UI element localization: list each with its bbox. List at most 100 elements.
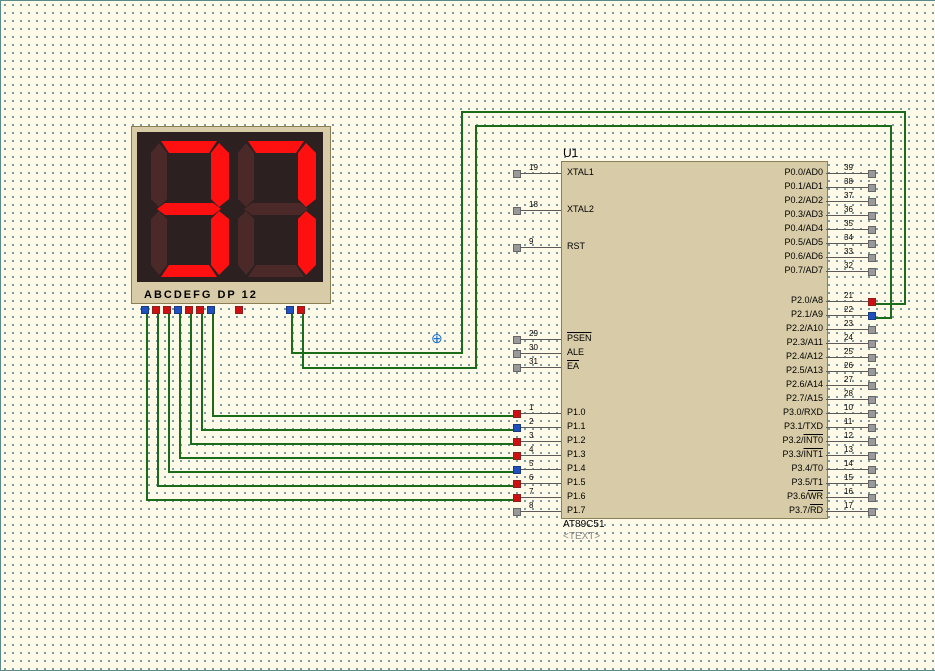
wire-segment (212, 415, 516, 417)
pin-terminal[interactable] (868, 170, 876, 178)
pin-number: 26 (844, 361, 853, 370)
pin-number: 27 (844, 375, 853, 384)
pin-label: P3.7/RD (789, 505, 823, 515)
pin-number: 19 (529, 163, 538, 172)
pin-terminal[interactable] (868, 424, 876, 432)
pin-terminal[interactable] (196, 306, 204, 314)
pin-terminal[interactable] (868, 452, 876, 460)
pin-terminal[interactable] (185, 306, 193, 314)
pin-label: P1.6 (567, 491, 586, 501)
pin-number: 28 (844, 389, 853, 398)
pin-terminal[interactable] (868, 494, 876, 502)
pin-label: P1.4 (567, 463, 586, 473)
pin-label: P2.5/A13 (786, 365, 823, 375)
pin-terminal[interactable] (868, 312, 876, 320)
pin-terminal[interactable] (513, 452, 521, 460)
wire-segment (190, 443, 516, 445)
wire-segment (904, 111, 906, 305)
pin-terminal[interactable] (513, 336, 521, 344)
pin-terminal[interactable] (513, 410, 521, 418)
pin-number: 17 (844, 501, 853, 510)
pin-terminal[interactable] (286, 306, 294, 314)
pin-number: 38 (844, 177, 853, 186)
pin-number: 7 (529, 487, 533, 496)
pin-terminal[interactable] (207, 306, 215, 314)
pin-terminal[interactable] (868, 254, 876, 262)
pin-number: 13 (844, 445, 853, 454)
pin-terminal[interactable] (513, 207, 521, 215)
pin-number: 14 (844, 459, 853, 468)
pin-terminal[interactable] (141, 306, 149, 314)
pin-number: 8 (529, 501, 533, 510)
pin-terminal[interactable] (513, 364, 521, 372)
pin-terminal[interactable] (868, 212, 876, 220)
pin-label: P2.4/A12 (786, 351, 823, 361)
pin-terminal[interactable] (174, 306, 182, 314)
pin-terminal[interactable] (163, 306, 171, 314)
pin-number: 30 (529, 343, 538, 352)
pin-terminal[interactable] (868, 268, 876, 276)
pin-terminal[interactable] (868, 508, 876, 516)
pin-number: 36 (844, 205, 853, 214)
pin-terminal[interactable] (868, 298, 876, 306)
wire-segment (168, 471, 516, 473)
wire-segment (179, 312, 181, 459)
pin-terminal[interactable] (513, 494, 521, 502)
pin-terminal[interactable] (513, 170, 521, 178)
pin-number: 33 (844, 247, 853, 256)
wire-segment (190, 312, 192, 445)
wire-segment (291, 312, 293, 354)
pin-label: P3.4/T0 (791, 463, 823, 473)
pin-terminal[interactable] (152, 306, 160, 314)
chip-ref: U1 (563, 146, 578, 160)
wire-segment (461, 111, 904, 113)
pin-terminal[interactable] (868, 340, 876, 348)
pin-terminal[interactable] (513, 466, 521, 474)
pin-number: 9 (529, 237, 533, 246)
pin-label: ALE (567, 347, 584, 357)
pin-label: PSEN (567, 333, 592, 343)
pin-number: 6 (529, 473, 533, 482)
pin-number: 3 (529, 431, 533, 440)
pin-terminal[interactable] (513, 350, 521, 358)
pin-terminal[interactable] (868, 184, 876, 192)
pin-terminal[interactable] (868, 410, 876, 418)
schematic-canvas[interactable]: ⊕ ABCDEFG DP 12 U1 AT89C51 <TEXT> 19XTAL… (0, 0, 935, 671)
pin-number: 22 (844, 305, 853, 314)
wire-segment (201, 429, 516, 431)
pin-terminal[interactable] (868, 396, 876, 404)
pin-terminal[interactable] (868, 382, 876, 390)
pin-terminal[interactable] (513, 244, 521, 252)
pin-terminal[interactable] (868, 198, 876, 206)
pin-label: P3.3/INT1 (782, 449, 823, 459)
pin-number: 5 (529, 459, 533, 468)
chip-text-placeholder: <TEXT> (563, 531, 600, 542)
pin-label: P1.3 (567, 449, 586, 459)
wire-segment (157, 485, 516, 487)
pin-terminal[interactable] (513, 424, 521, 432)
pin-label: P2.2/A10 (786, 323, 823, 333)
pin-number: 34 (844, 233, 853, 242)
wire-segment (475, 125, 477, 369)
pin-label: P2.3/A11 (787, 337, 823, 347)
pin-terminal[interactable] (868, 368, 876, 376)
pin-terminal[interactable] (513, 438, 521, 446)
pin-terminal[interactable] (868, 438, 876, 446)
seven-seg-digit (236, 141, 318, 284)
pin-terminal[interactable] (513, 508, 521, 516)
pin-number: 10 (844, 403, 853, 412)
pin-terminal[interactable] (868, 326, 876, 334)
pin-label: P0.4/AD4 (784, 223, 823, 233)
pin-terminal[interactable] (868, 480, 876, 488)
pin-terminal[interactable] (297, 306, 305, 314)
pin-terminal[interactable] (868, 240, 876, 248)
pin-number: 12 (844, 431, 853, 440)
pin-terminal[interactable] (868, 466, 876, 474)
display-pin-labels: ABCDEFG DP 12 (144, 289, 258, 301)
pin-number: 39 (844, 163, 853, 172)
pin-terminal[interactable] (513, 480, 521, 488)
origin-marker: ⊕ (431, 330, 443, 347)
pin-terminal[interactable] (235, 306, 243, 314)
pin-terminal[interactable] (868, 226, 876, 234)
pin-terminal[interactable] (868, 354, 876, 362)
